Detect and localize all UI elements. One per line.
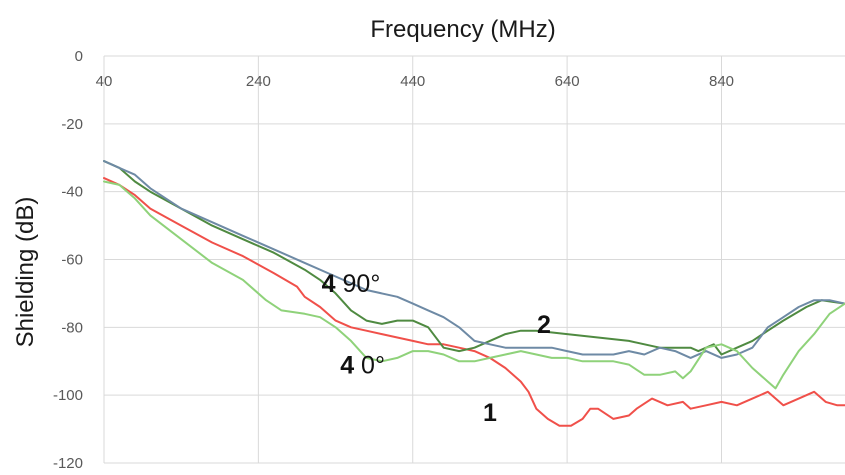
y-tick-label: -60 bbox=[61, 252, 83, 269]
series-label-3: 4 90° bbox=[322, 270, 381, 298]
y-tick-labels: 0 -20 -40 -60 -80 -100 -120 bbox=[53, 48, 83, 472]
x-tick-label: 440 bbox=[400, 73, 425, 90]
series-labels: 1 2 4 90° 4 0° bbox=[322, 270, 551, 427]
x-tick-labels: 40 240 440 640 840 bbox=[96, 73, 734, 90]
y-axis-label: Shielding (dB) bbox=[12, 197, 39, 348]
y-tick-label: -20 bbox=[61, 116, 83, 133]
x-tick-label: 640 bbox=[555, 73, 580, 90]
series-label-2: 2 bbox=[537, 311, 551, 339]
series-lines bbox=[103, 160, 845, 427]
y-tick-label: 0 bbox=[75, 48, 83, 65]
y-tick-label: -100 bbox=[53, 387, 83, 404]
chart-title: Frequency (MHz) bbox=[370, 16, 555, 43]
series-label-4: 4 0° bbox=[340, 352, 385, 380]
x-tick-label: 240 bbox=[246, 73, 271, 90]
series-line-4 bbox=[103, 180, 845, 390]
y-tick-label: -120 bbox=[53, 455, 83, 472]
x-tick-label: 40 bbox=[96, 73, 113, 90]
x-tick-label: 840 bbox=[709, 73, 734, 90]
grid-lines bbox=[103, 55, 845, 464]
y-tick-label: -40 bbox=[61, 184, 83, 201]
series-line-2 bbox=[103, 160, 845, 356]
series-line-3 bbox=[103, 160, 845, 359]
y-tick-label: -80 bbox=[61, 319, 83, 336]
series-line-1 bbox=[103, 177, 845, 427]
series-label-1: 1 bbox=[483, 399, 497, 427]
